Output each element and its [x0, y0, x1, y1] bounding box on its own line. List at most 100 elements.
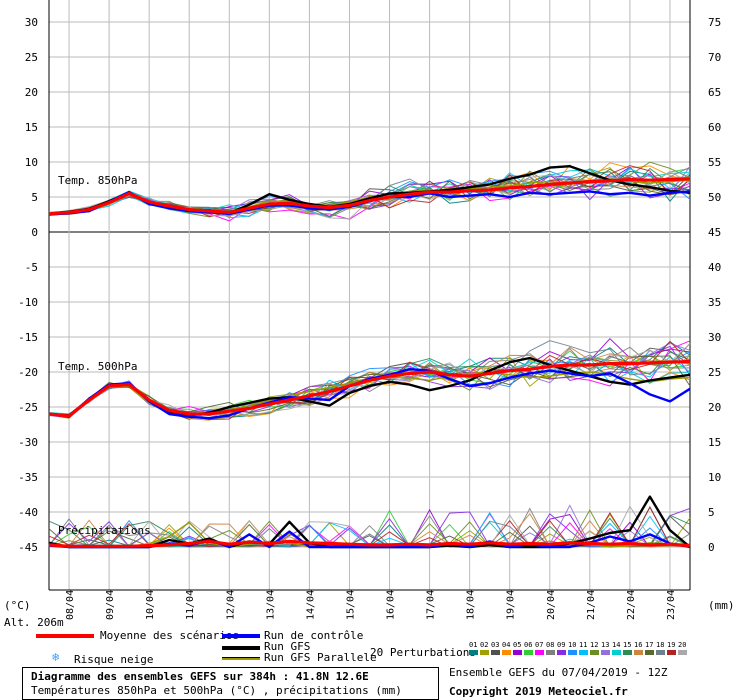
altitude-label: Alt. 206m — [4, 616, 64, 629]
right-tick-label: 70 — [708, 51, 721, 64]
left-tick-label: -10 — [18, 296, 38, 309]
perturbation-swatch — [513, 650, 522, 655]
x-tick-label: 14/04 — [305, 590, 316, 620]
perturbation-number: 18 — [656, 641, 665, 649]
snowflake-icon: ❄ — [52, 650, 60, 664]
x-tick-label: 08/04 — [65, 590, 76, 620]
left-tick-label: -20 — [18, 366, 38, 379]
perturbation-swatch — [535, 650, 544, 655]
x-tick-label: 19/04 — [506, 590, 517, 620]
left-tick-label: -15 — [18, 331, 38, 344]
perturbation-swatch — [601, 650, 610, 655]
left-tick-label: -45 — [18, 541, 38, 554]
t850-annotation: Temp. 850hPa — [58, 174, 137, 187]
left-tick-label: -35 — [18, 471, 38, 484]
perturbation-number: 09 — [557, 641, 566, 649]
info-box: Diagramme des ensembles GEFS sur 384h : … — [22, 667, 439, 700]
x-tick-label: 17/04 — [426, 590, 437, 620]
legend-snow-label: Risque neige — [74, 653, 154, 666]
left-tick-label: 5 — [31, 191, 38, 204]
x-tick-label: 22/04 — [626, 590, 637, 620]
right-tick-label: 15 — [708, 436, 721, 449]
perturbation-number: 10 — [568, 641, 577, 649]
x-tick-label: 21/04 — [586, 590, 597, 620]
perturbation-swatch — [623, 650, 632, 655]
perturbation-number: 01 — [469, 641, 478, 649]
legend-perturbations-label: 20 Perturbations — [370, 646, 476, 659]
x-tick-label: 11/04 — [185, 590, 196, 620]
left-axis-ticks: 30 25 20 15 10 5 0 -5 -10 -15 -20 -25 -30 -35 -40 -45 — [18, 16, 38, 554]
x-tick-label: 16/04 — [386, 590, 397, 620]
perturbation-swatch — [557, 650, 566, 655]
perturbation-number: 14 — [612, 641, 621, 649]
legend-mean-swatch — [36, 634, 94, 638]
right-tick-label: 30 — [708, 331, 721, 344]
x-tick-label: 20/04 — [546, 590, 557, 620]
x-tick-label: 09/04 — [105, 590, 116, 620]
perturbation-swatch — [634, 650, 643, 655]
series-line-t850 — [48, 177, 691, 216]
perturbation-swatch — [667, 650, 676, 655]
perturbation-number: 16 — [634, 641, 643, 649]
x-tick-label: 13/04 — [265, 590, 276, 620]
perturbation-number: 05 — [513, 641, 522, 649]
legend-control-label: Run de contrôle — [264, 629, 364, 642]
perturbation-swatch — [491, 650, 500, 655]
right-unit: (mm) — [708, 599, 735, 612]
perturbation-number: 04 — [502, 641, 511, 649]
perturbation-swatch — [612, 650, 621, 655]
copyright: Copyright 2019 Meteociel.fr — [449, 685, 628, 698]
left-tick-label: -40 — [18, 506, 38, 519]
left-tick-label: 25 — [25, 51, 38, 64]
chart-grid — [48, 0, 691, 591]
x-tick-label: 15/04 — [345, 590, 356, 620]
legend-gfs-parallel-swatch — [222, 657, 260, 660]
left-tick-label: -5 — [25, 261, 38, 274]
main-series-lines — [48, 164, 691, 549]
ensemble-info: Ensemble GEFS du 07/04/2019 - 12Z — [449, 666, 668, 679]
legend-gfs-swatch — [222, 646, 260, 650]
legend-mean-label: Moyenne des scénarios — [100, 629, 240, 642]
perturbation-swatch — [502, 650, 511, 655]
right-tick-label: 20 — [708, 401, 721, 414]
perturbation-number: 11 — [579, 641, 588, 649]
perturbation-swatch — [469, 650, 478, 655]
series-line-t500 — [48, 359, 691, 418]
perturbation-swatch — [645, 650, 654, 655]
right-tick-label: 60 — [708, 121, 721, 134]
right-tick-label: 65 — [708, 86, 721, 99]
perturbation-swatch — [568, 650, 577, 655]
perturbation-swatch — [590, 650, 599, 655]
precip-annotation: Précipitations — [58, 524, 151, 537]
right-tick-label: 45 — [708, 226, 721, 239]
perturbation-swatch — [579, 650, 588, 655]
x-tick-label: 10/04 — [145, 590, 156, 620]
x-tick-label: 12/04 — [225, 590, 236, 620]
legend-gfs-label: Run GFS — [264, 640, 311, 653]
perturbation-number: 15 — [623, 641, 632, 649]
plot-area — [49, 0, 690, 590]
x-axis-ticks: 08/04 09/04 10/04 11/04 12/04 13/04 14/04 15/04… — [65, 590, 677, 620]
right-tick-label: 40 — [708, 261, 721, 274]
left-tick-label: 20 — [25, 86, 38, 99]
right-tick-label: 5 — [708, 506, 715, 519]
perturbation-swatch — [678, 650, 687, 655]
left-tick-label: 10 — [25, 156, 38, 169]
left-tick-label: 0 — [31, 226, 38, 239]
left-unit: (°C) — [4, 599, 31, 612]
left-tick-label: 30 — [25, 16, 38, 29]
perturbation-swatch — [480, 650, 489, 655]
left-tick-label: 15 — [25, 121, 38, 134]
right-tick-label: 50 — [708, 191, 721, 204]
left-tick-label: -25 — [18, 401, 38, 414]
right-tick-label: 25 — [708, 366, 721, 379]
perturbation-number: 20 — [678, 641, 687, 649]
perturbation-number: 17 — [645, 641, 654, 649]
perturbation-number: 08 — [546, 641, 555, 649]
right-tick-label: 55 — [708, 156, 721, 169]
legend-control-swatch — [222, 634, 260, 638]
x-tick-label: 18/04 — [466, 590, 477, 620]
perturbation-number: 13 — [601, 641, 610, 649]
perturbation-swatch — [546, 650, 555, 655]
